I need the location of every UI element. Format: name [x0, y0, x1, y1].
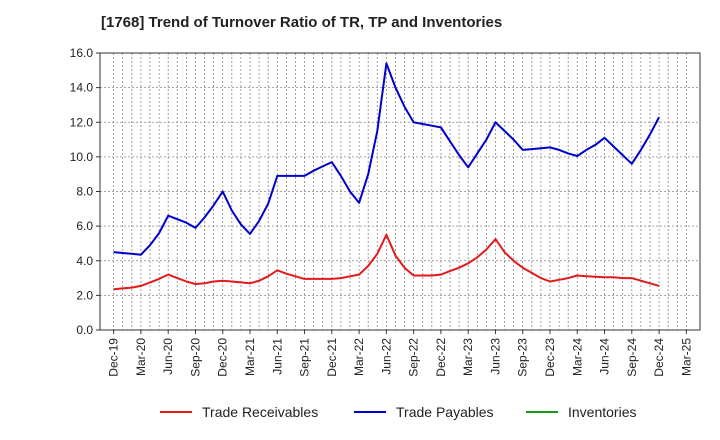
x-tick-label: Mar-24 — [570, 338, 584, 376]
legend-label-trade-receivables: Trade Receivables — [202, 404, 319, 420]
x-tick-label: Sep-21 — [298, 338, 312, 377]
x-tick-label: Dec-22 — [434, 338, 448, 377]
y-tick-label: 10.0 — [70, 150, 94, 164]
x-tick-label: Dec-24 — [652, 338, 666, 377]
x-tick-label: Mar-25 — [679, 338, 693, 376]
legend-label-trade-payables: Trade Payables — [396, 404, 494, 420]
chart-title: [1768] Trend of Turnover Ratio of TR, TP… — [101, 14, 503, 31]
x-tick-label: Dec-20 — [216, 338, 230, 377]
x-tick-label: Sep-22 — [407, 338, 421, 377]
y-tick-label: 0.0 — [76, 323, 93, 337]
series-line-trade-payables — [113, 62, 660, 256]
x-tick-label: Jun-21 — [270, 338, 284, 375]
y-tick-label: 2.0 — [76, 288, 93, 302]
legend-swatch-trade-payables — [354, 411, 386, 413]
y-tick-label: 12.0 — [70, 115, 94, 129]
x-tick-label: Jun-23 — [488, 338, 502, 375]
x-tick-label: Mar-21 — [243, 338, 257, 376]
x-tick-label: Sep-24 — [625, 338, 639, 377]
legend-swatch-trade-receivables — [160, 411, 192, 413]
x-tick-label: Mar-22 — [352, 338, 366, 376]
y-axis-ticks: 0.0 2.0 4.0 6.0 8.0 10.0 12.0 14.0 16.0 — [70, 46, 100, 337]
y-tick-label: 4.0 — [76, 254, 93, 268]
legend-item-trade-payables: Trade Payables — [354, 404, 494, 420]
y-tick-label: 6.0 — [76, 219, 93, 233]
x-tick-label: Jun-22 — [379, 338, 393, 375]
x-tick-label: Mar-23 — [461, 338, 475, 376]
legend: Trade Receivables Trade Payables Invento… — [0, 404, 720, 426]
series-lines — [113, 62, 660, 291]
series-line-trade-receivables — [113, 233, 660, 291]
x-tick-label: Jun-24 — [598, 338, 612, 375]
legend-item-trade-receivables: Trade Receivables — [160, 404, 318, 420]
legend-item-inventories: Inventories — [526, 404, 636, 420]
x-tick-label: Dec-21 — [325, 338, 339, 377]
x-tick-label: Jun-20 — [161, 338, 175, 375]
y-tick-label: 16.0 — [70, 46, 94, 60]
x-tick-label: Sep-20 — [188, 338, 202, 377]
x-tick-label: Dec-23 — [543, 338, 557, 377]
y-tick-label: 14.0 — [70, 81, 94, 95]
y-tick-label: 8.0 — [76, 185, 93, 199]
x-tick-label: Mar-20 — [134, 338, 148, 376]
x-tick-label: Dec-19 — [107, 338, 121, 377]
x-tick-label: Sep-23 — [516, 338, 530, 377]
legend-swatch-inventories — [526, 411, 558, 413]
legend-label-inventories: Inventories — [568, 404, 637, 420]
x-axis-ticks: Dec-19 Mar-20 Jun-20 Sep-20 Dec-20 Mar-21 Jun-… — [107, 330, 693, 377]
